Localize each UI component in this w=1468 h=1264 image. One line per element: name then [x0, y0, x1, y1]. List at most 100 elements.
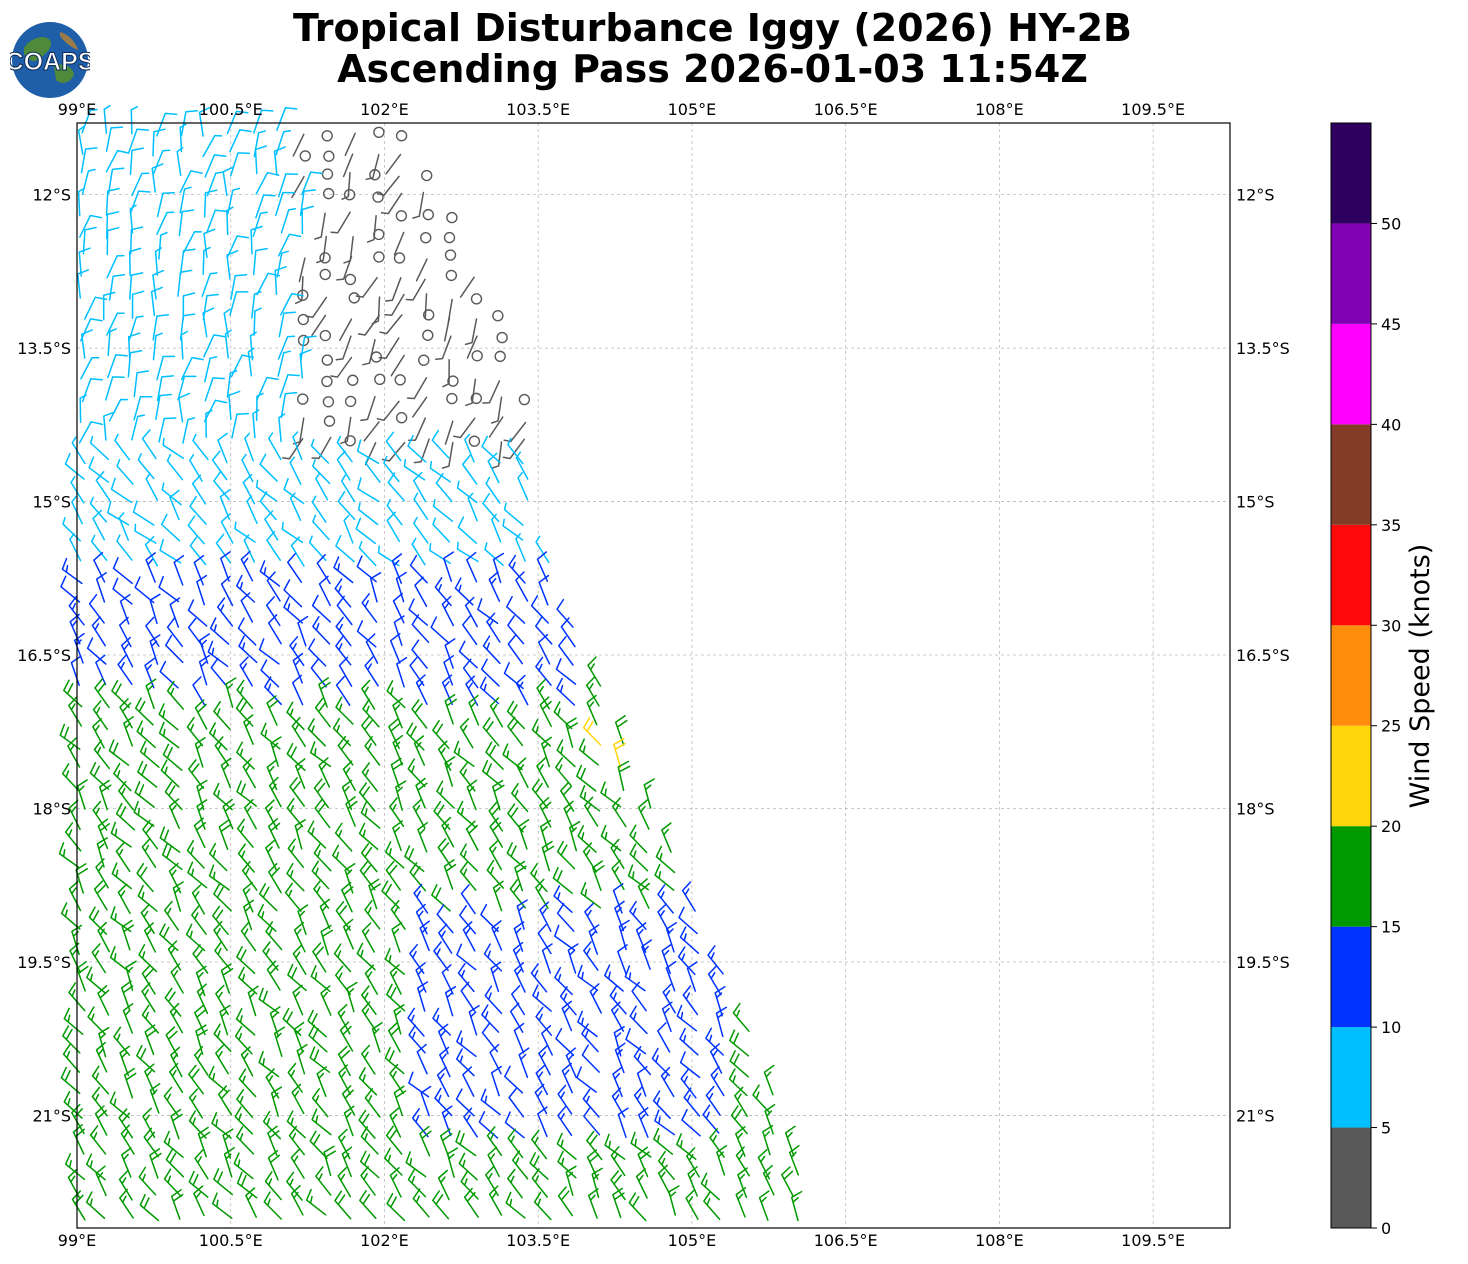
wind-barb-path [486, 612, 501, 643]
wind-barb-path [144, 657, 155, 689]
wind-barb [88, 456, 110, 483]
wind-barb-path [432, 499, 454, 522]
wind-barb [287, 838, 305, 868]
wind-barb-path [188, 1110, 207, 1139]
wind-barb [486, 859, 505, 889]
wind-barb [267, 614, 282, 645]
wind-barb-path [158, 417, 177, 443]
wind-barb-path [764, 1103, 776, 1135]
wind-barb-path [441, 595, 455, 627]
wind-barb [240, 1046, 254, 1077]
wind-barb-path [318, 677, 331, 708]
wind-barb [313, 778, 330, 809]
wind-barb-path [121, 919, 135, 951]
wind-barb [125, 960, 137, 992]
wind-barb-path [89, 762, 110, 790]
wind-barb-path [482, 635, 501, 665]
wind-barb [361, 715, 377, 746]
wind-barb [629, 824, 648, 854]
wind-barb-path [465, 820, 479, 851]
wind-barb [576, 1066, 597, 1093]
wind-barb-path [153, 149, 171, 174]
calm-marker [443, 231, 456, 244]
wind-barb [255, 392, 264, 422]
wind-barb-path [412, 798, 426, 829]
wind-barb [264, 799, 278, 830]
wind-barb [118, 616, 132, 648]
wind-barb-path [222, 166, 235, 197]
wind-barb-path [580, 882, 602, 909]
wind-barb-path [586, 694, 598, 726]
wind-barb-path [255, 194, 276, 219]
wind-barb-path [312, 616, 331, 645]
wind-barb-path [685, 1189, 699, 1220]
wind-barb-path [441, 674, 453, 706]
wind-barb [267, 818, 281, 849]
wind-barb [128, 247, 142, 277]
wind-barb [91, 1065, 110, 1095]
wind-barb-path [508, 554, 526, 584]
wind-barb [309, 1046, 331, 1073]
wind-barb-path [280, 208, 297, 234]
wind-barb-path [338, 1064, 351, 1095]
wind-barb-path [437, 838, 453, 869]
wind-barb [678, 906, 698, 935]
wind-barb-path [660, 1066, 675, 1098]
wind-barb-path [202, 293, 220, 321]
wind-barb [298, 257, 306, 283]
wind-barb [145, 616, 160, 647]
wind-barb-path [441, 1105, 453, 1137]
wind-barb [149, 593, 161, 625]
wind-barb [297, 615, 309, 647]
lon-tick-label-bottom: 102°E [360, 1231, 409, 1250]
wind-barb [134, 697, 154, 726]
wind-barb-path [140, 903, 155, 934]
wind-barb [316, 554, 331, 585]
wind-barb-path [345, 796, 358, 827]
wind-barb-path [411, 639, 428, 669]
wind-barb [278, 311, 296, 338]
wind-barb [275, 191, 296, 217]
wind-barb [274, 266, 287, 296]
wind-barb [296, 1043, 308, 1075]
wind-barb-path [194, 699, 208, 730]
wind-barb [584, 796, 599, 827]
wind-barb [368, 878, 381, 910]
wind-barb [686, 961, 698, 992]
wind-barb-path [123, 716, 134, 747]
wind-barb-path [343, 1105, 355, 1137]
wind-barb [163, 1086, 179, 1117]
wind-barb-path [186, 839, 205, 869]
colorbar-bin [1331, 725, 1371, 827]
wind-barb [293, 921, 306, 953]
wind-barb-path [363, 421, 380, 442]
wind-barb [342, 153, 354, 178]
wind-barb [588, 924, 600, 955]
wind-barb-path [587, 1188, 599, 1219]
wind-barb-path [405, 1151, 427, 1178]
wind-barb-path [641, 939, 652, 970]
wind-barb [286, 1110, 306, 1139]
wind-barb [95, 1041, 108, 1073]
wind-barb-path [106, 312, 125, 336]
wind-barb [280, 208, 297, 234]
wind-barb-path [68, 696, 83, 727]
wind-barb-path [204, 356, 218, 383]
wind-barb-path [144, 1063, 156, 1095]
wind-barb [236, 1126, 255, 1155]
wind-barb [364, 1088, 381, 1118]
wind-barb [610, 1146, 626, 1177]
wind-barb-path [113, 762, 132, 792]
wind-barb [638, 1107, 649, 1138]
wind-barb-path [432, 1007, 452, 1036]
wind-barb-path [681, 1108, 701, 1137]
wind-barb [309, 741, 332, 768]
wind-barb [534, 1083, 548, 1115]
wind-barb-path [268, 862, 282, 894]
wind-barb-path [217, 1085, 233, 1116]
wind-barb [133, 395, 153, 421]
wind-barb-path [486, 1126, 503, 1157]
wind-barb-path [567, 943, 579, 974]
wind-barb [679, 1051, 701, 1079]
wind-barb-path [136, 720, 156, 749]
